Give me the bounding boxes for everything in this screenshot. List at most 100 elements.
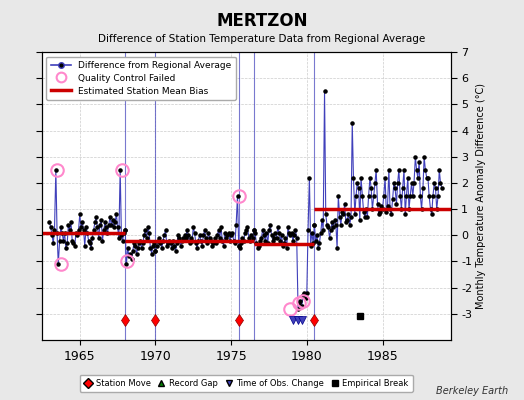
Point	[386, 206, 394, 212]
Point	[432, 206, 441, 212]
Point	[169, 237, 177, 244]
Point	[121, 227, 129, 233]
Point	[262, 230, 270, 236]
Point	[345, 222, 354, 228]
Point	[299, 292, 307, 299]
Point	[359, 208, 368, 215]
Point	[405, 206, 413, 212]
Point	[58, 230, 66, 236]
Point	[438, 185, 446, 191]
Point	[212, 240, 220, 246]
Point	[171, 248, 180, 254]
Point	[300, 290, 309, 296]
Point	[319, 227, 328, 233]
Point	[362, 206, 370, 212]
Point	[217, 224, 225, 231]
Point	[269, 237, 277, 244]
Point	[147, 250, 156, 257]
Point	[324, 224, 333, 231]
Point	[294, 305, 302, 312]
Point	[243, 224, 252, 231]
Point	[107, 222, 115, 228]
Point	[201, 227, 209, 233]
Point	[245, 235, 253, 241]
Point	[86, 240, 94, 246]
Point	[91, 219, 99, 225]
Point	[221, 230, 229, 236]
Point	[333, 245, 341, 252]
Point	[424, 174, 432, 181]
Point	[254, 245, 262, 252]
Point	[238, 235, 247, 241]
Point	[101, 219, 109, 225]
Point	[162, 242, 171, 249]
Point	[295, 300, 303, 306]
Point	[83, 230, 92, 236]
Point	[54, 261, 62, 267]
Point	[184, 232, 192, 238]
Point	[207, 237, 215, 244]
Point	[376, 208, 384, 215]
Point	[160, 232, 168, 238]
Point	[154, 237, 162, 244]
Point	[88, 235, 96, 241]
Legend: Station Move, Record Gap, Time of Obs. Change, Empirical Break: Station Move, Record Gap, Time of Obs. C…	[80, 374, 413, 392]
Point	[337, 222, 345, 228]
Point	[215, 235, 224, 241]
Point	[49, 240, 58, 246]
Point	[286, 232, 294, 238]
Point	[398, 185, 407, 191]
Point	[152, 242, 161, 249]
Point	[155, 235, 163, 241]
Point	[310, 222, 319, 228]
Point	[313, 232, 321, 238]
Point	[291, 227, 300, 233]
Point	[316, 230, 325, 236]
Point	[357, 174, 365, 181]
Point	[136, 237, 145, 244]
Point	[290, 232, 299, 238]
Point	[387, 211, 396, 218]
Point	[213, 232, 222, 238]
Point	[150, 240, 158, 246]
Point	[311, 237, 320, 244]
Point	[401, 211, 409, 218]
Point	[121, 227, 129, 233]
Point	[343, 216, 352, 223]
Point	[67, 219, 75, 225]
Point	[429, 193, 437, 199]
Point	[140, 232, 148, 238]
Point	[77, 224, 85, 231]
Point	[87, 245, 95, 252]
Point	[305, 174, 313, 181]
Point	[202, 235, 210, 241]
Point	[298, 303, 306, 309]
Point	[354, 185, 363, 191]
Point	[420, 154, 428, 160]
Point	[381, 174, 389, 181]
Point	[368, 206, 377, 212]
Point	[270, 235, 278, 241]
Point	[228, 230, 236, 236]
Point	[198, 242, 206, 249]
Point	[233, 193, 242, 199]
Point	[74, 227, 83, 233]
Point	[227, 232, 235, 238]
Point	[168, 245, 176, 252]
Point	[304, 227, 312, 233]
Text: Berkeley Earth: Berkeley Earth	[436, 386, 508, 396]
Point	[301, 295, 310, 301]
Point	[99, 237, 107, 244]
Point	[128, 248, 137, 254]
Point	[430, 180, 439, 186]
Point	[220, 242, 228, 249]
Point	[192, 240, 200, 246]
Point	[60, 230, 69, 236]
Text: MERTZON: MERTZON	[216, 12, 308, 30]
Point	[146, 245, 155, 252]
Point	[64, 222, 73, 228]
Point	[241, 230, 249, 236]
Legend: Difference from Regional Average, Quality Control Failed, Estimated Station Mean: Difference from Regional Average, Qualit…	[47, 56, 236, 100]
Point	[372, 167, 380, 173]
Point	[323, 222, 331, 228]
